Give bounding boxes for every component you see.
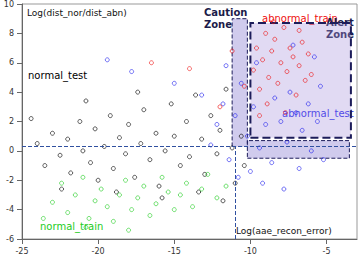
svg-text:-20: -20 (92, 247, 105, 255)
svg-text:6: 6 (9, 58, 14, 67)
svg-text:-25: -25 (15, 247, 28, 255)
svg-text:-4: -4 (6, 205, 14, 214)
svg-text:-2: -2 (6, 176, 14, 185)
svg-text:Alert: Alert (326, 16, 354, 28)
svg-text:-5: -5 (323, 247, 331, 255)
svg-text:0: 0 (9, 146, 14, 155)
svg-text:2: 2 (9, 117, 14, 126)
svg-text:-15: -15 (168, 247, 181, 255)
svg-text:4: 4 (9, 88, 14, 97)
svg-text:Log(aae_recon_error): Log(aae_recon_error) (236, 226, 332, 236)
svg-text:Zone: Zone (204, 19, 232, 30)
svg-text:normal_test: normal_test (28, 70, 87, 82)
svg-text:normal_train: normal_train (40, 221, 103, 233)
svg-text:Caution: Caution (204, 7, 247, 18)
svg-text:-6: -6 (6, 235, 14, 244)
svg-text:10: 10 (4, 0, 14, 9)
svg-text:abnormal_train: abnormal_train (262, 12, 338, 24)
svg-text:-10: -10 (244, 247, 257, 255)
svg-text:8: 8 (9, 29, 14, 38)
svg-text:Log(dist_nor/dist_abn): Log(dist_nor/dist_abn) (27, 8, 127, 18)
